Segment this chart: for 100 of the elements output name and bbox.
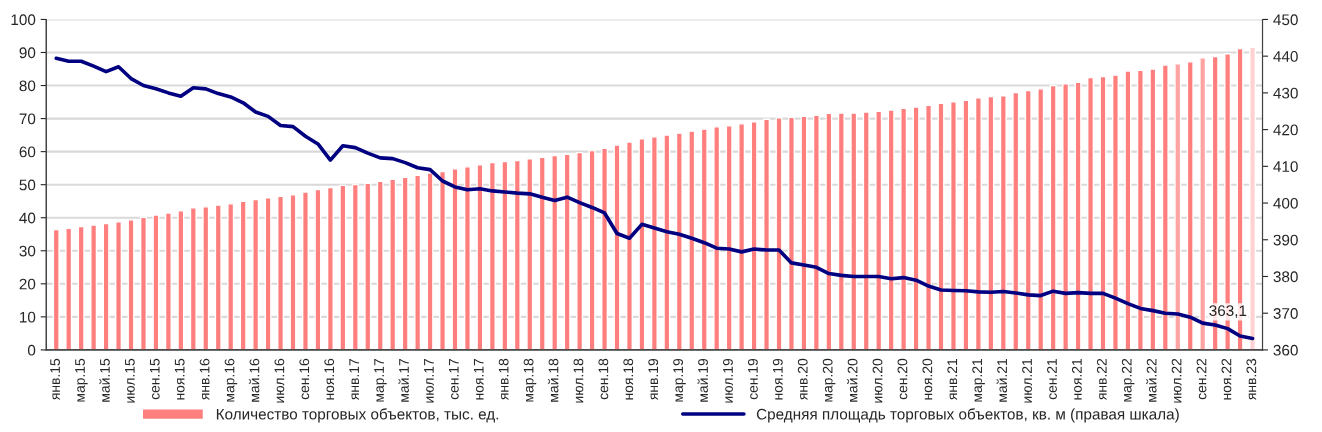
bar	[102, 222, 110, 350]
bar	[227, 203, 235, 350]
bar	[252, 198, 260, 350]
bar	[264, 197, 272, 350]
bar	[787, 116, 795, 350]
x-tick-label: мар.20	[822, 358, 836, 402]
bar	[1161, 64, 1169, 350]
x-tick-label: июл.20	[872, 358, 883, 403]
y2-tick-label: 380	[1273, 271, 1298, 283]
bar	[663, 134, 671, 350]
bar	[1136, 69, 1144, 350]
bar	[164, 212, 172, 350]
bar	[115, 220, 123, 350]
bar	[214, 204, 222, 350]
bar	[551, 154, 559, 350]
bar	[152, 214, 160, 350]
bar	[601, 147, 609, 350]
bar	[389, 178, 397, 350]
bar	[1174, 63, 1182, 350]
bar	[638, 138, 646, 350]
y-tick-label: 0	[27, 344, 36, 356]
x-tick-label: янв.17	[349, 358, 359, 401]
bar	[401, 176, 409, 350]
y-tick-label: 100	[11, 14, 36, 26]
x-tick-label: сен.17	[449, 358, 459, 400]
bar	[576, 151, 584, 350]
bar	[301, 191, 309, 350]
bar	[875, 110, 883, 350]
bar	[239, 200, 247, 350]
bar	[451, 168, 459, 350]
y-tick-label: 90	[19, 47, 36, 59]
x-tick-label: июл.22	[1171, 358, 1182, 403]
annotation: 363,1	[1209, 305, 1247, 318]
x-tick-label: сен.16	[299, 358, 310, 400]
bar	[912, 106, 920, 350]
bar	[52, 228, 60, 350]
x-tick-label: сен.15	[149, 358, 160, 400]
bar	[289, 194, 297, 350]
x-tick-label: май.18	[547, 358, 559, 402]
x-tick-label: сен.19	[747, 358, 758, 400]
x-tick-label: сен.22	[1196, 358, 1207, 400]
x-tick-label: сен.20	[897, 358, 908, 400]
bar	[974, 97, 982, 350]
x-tick-label: мар.19	[673, 358, 686, 402]
bar	[1012, 91, 1020, 350]
x-tick-label: мар.22	[1121, 358, 1135, 402]
x-tick-label: ноя.22	[1221, 358, 1232, 400]
x-tick-label: янв.23	[1246, 358, 1257, 401]
bar	[90, 224, 98, 350]
bar	[1149, 68, 1157, 350]
bar	[625, 141, 633, 350]
bar	[488, 161, 496, 350]
x-tick-label: янв.15	[50, 358, 60, 401]
x-tick-label: мар.21	[972, 358, 985, 402]
x-tick-label: июл.17	[424, 358, 434, 403]
x-tick-label: мар.17	[374, 358, 387, 402]
bar	[949, 101, 957, 350]
x-tick-label: май.17	[398, 358, 409, 402]
bar	[725, 125, 733, 350]
bar	[1049, 84, 1057, 350]
bar	[314, 188, 322, 350]
x-tick-label: май.19	[697, 358, 708, 402]
bar	[650, 136, 658, 350]
bar	[750, 121, 758, 350]
x-tick-label: сен.18	[598, 358, 609, 400]
bar	[999, 95, 1007, 350]
x-tick-label: янв.20	[797, 358, 808, 401]
x-tick-label: ноя.17	[473, 358, 484, 400]
bar	[326, 186, 334, 350]
x-tick-label: май.16	[248, 358, 260, 402]
x-tick-label: июл.21	[1022, 358, 1032, 403]
bar	[563, 153, 571, 350]
y2-tick-label: 450	[1273, 14, 1298, 26]
y2-tick-label: 400	[1273, 197, 1298, 209]
bar	[177, 210, 185, 350]
bar	[414, 174, 422, 350]
bar	[339, 184, 347, 350]
bar	[675, 132, 683, 350]
bar	[526, 158, 534, 350]
bar	[1124, 70, 1132, 350]
bar	[501, 160, 509, 350]
x-tick-label: ноя.21	[1071, 358, 1082, 400]
x-tick-label: ноя.16	[324, 358, 335, 400]
bar	[376, 180, 384, 350]
y-tick-label: 60	[19, 146, 36, 158]
y-tick-label: 80	[19, 80, 36, 92]
y2-tick-label: 390	[1273, 234, 1298, 246]
bar	[476, 164, 484, 350]
bar	[277, 195, 285, 350]
bar	[127, 219, 135, 350]
x-tick-label: май.15	[99, 358, 110, 402]
bar	[900, 107, 908, 350]
x-tick-label: мар.15	[75, 358, 88, 402]
bar	[1062, 83, 1070, 350]
x-tick-label: янв.18	[498, 358, 509, 401]
x-tick-label: ноя.20	[922, 358, 933, 400]
x-tick-label: ноя.19	[772, 358, 783, 400]
bar	[713, 126, 721, 350]
bar	[426, 172, 434, 350]
bar	[688, 130, 696, 350]
